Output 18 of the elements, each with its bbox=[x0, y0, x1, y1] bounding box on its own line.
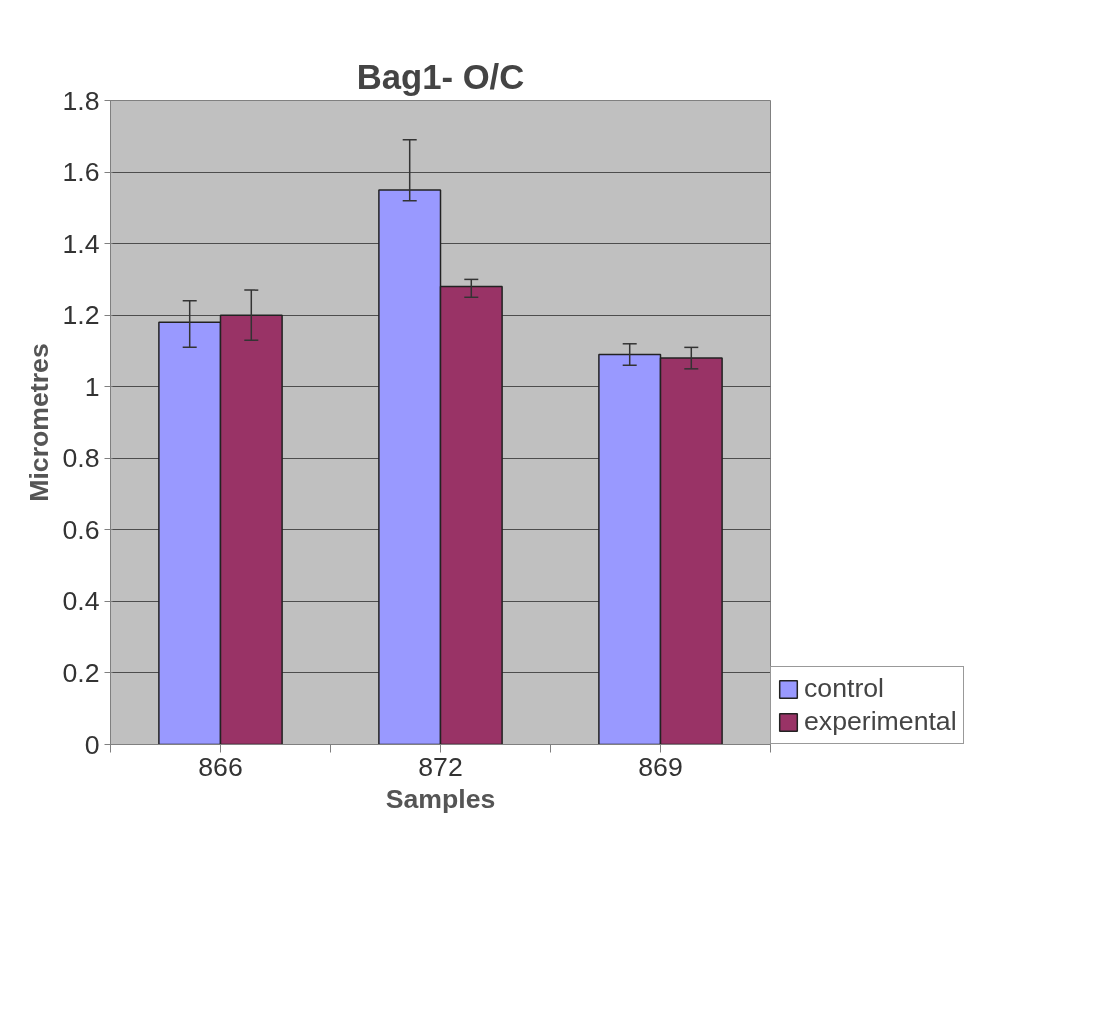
y-tick-label: 0.4 bbox=[62, 586, 100, 617]
x-tick-label: 866 bbox=[198, 751, 243, 782]
y-tick-label: 1 bbox=[84, 371, 100, 402]
y-axis-title: Micrometres bbox=[24, 343, 55, 502]
chart-title: Bag1- O/C bbox=[356, 57, 525, 96]
y-tick-label: 0 bbox=[84, 729, 100, 760]
x-axis-title: Samples bbox=[385, 783, 496, 814]
legend-label: control bbox=[804, 673, 885, 704]
y-tick-label: 0.6 bbox=[62, 514, 100, 545]
y-tick-label: 1.8 bbox=[62, 85, 100, 116]
legend-label: experimental bbox=[804, 706, 957, 737]
y-tick-label: 1.2 bbox=[62, 300, 100, 331]
y-tick-label: 1.4 bbox=[62, 228, 100, 259]
x-tick-label: 872 bbox=[418, 751, 463, 782]
x-tick-label: 869 bbox=[638, 751, 683, 782]
y-tick-label: 0.2 bbox=[62, 657, 100, 688]
y-tick-label: 1.6 bbox=[62, 157, 100, 188]
y-tick-label: 0.8 bbox=[62, 443, 100, 474]
